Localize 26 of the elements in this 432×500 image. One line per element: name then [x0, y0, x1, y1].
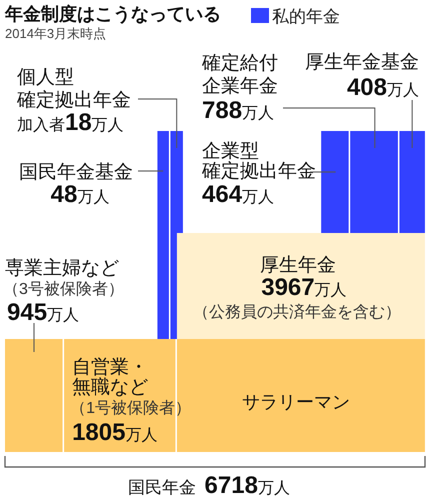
data-label: 1805万人 [72, 419, 158, 446]
category-label: サラリーマン [242, 392, 350, 412]
category-label: 専業主婦など [5, 257, 119, 279]
text: （1号被保険者） [70, 399, 191, 417]
text: 2014年3月末時点 [5, 26, 106, 41]
data-label: 408万人 [346, 74, 419, 101]
category-label: 厚生年金基金 [305, 52, 419, 73]
legend-label: 私的年金 [272, 7, 340, 26]
data-label: 48万人 [50, 181, 110, 208]
text: （公務員の共済年金を含む） [192, 303, 401, 321]
data-label: 3967万人 [261, 274, 347, 301]
category-label: 個人型確定拠出年金 [16, 67, 131, 111]
data-label: 6718万人 [204, 472, 290, 499]
category-label: 自営業・無職など [72, 357, 148, 398]
category-label: 確定給付企業年金 [201, 52, 278, 97]
category-label: 国民年金基金 [19, 162, 133, 183]
data-label: 945万人 [7, 299, 80, 326]
data-label: 464万人 [202, 181, 274, 208]
text: 年金制度はこうなっている [4, 4, 221, 24]
legend: 私的年金 [251, 7, 340, 26]
category-label: 企業型確定拠出年金 [201, 141, 316, 182]
category-label: 厚生年金 [260, 255, 336, 276]
data-label: 788万人 [202, 97, 274, 124]
text: （3号被保険者） [3, 280, 124, 298]
category-label: 国民年金 [128, 478, 205, 497]
data-label: 加入者18万人 [17, 109, 124, 136]
